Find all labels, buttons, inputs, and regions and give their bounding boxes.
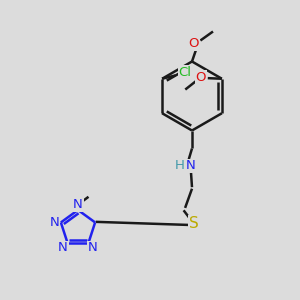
Text: H: H bbox=[175, 159, 184, 172]
Text: N: N bbox=[73, 198, 83, 211]
Text: N: N bbox=[88, 242, 98, 254]
Text: N: N bbox=[58, 242, 68, 254]
Text: O: O bbox=[196, 71, 206, 84]
Text: O: O bbox=[189, 37, 199, 50]
Text: Cl: Cl bbox=[179, 66, 192, 79]
Text: N: N bbox=[50, 216, 59, 229]
Text: N: N bbox=[186, 159, 196, 172]
Text: S: S bbox=[189, 216, 199, 231]
